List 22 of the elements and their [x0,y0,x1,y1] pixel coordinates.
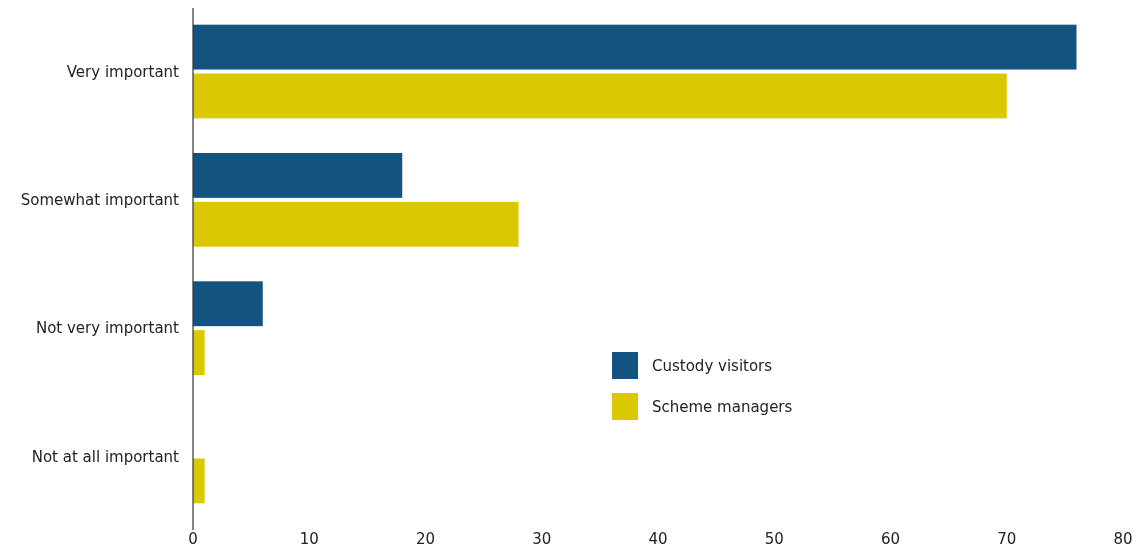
y-tick-label: Very important [66,62,180,81]
bar [193,24,1077,70]
x-tick-label: 60 [880,530,901,548]
x-tick-label: 10 [299,530,319,548]
x-tick-label: 50 [764,530,784,548]
y-tick-label: Somewhat important [20,191,180,210]
x-tick-label: 80 [1113,530,1133,548]
bar [193,330,205,375]
x-tick-label: 40 [648,530,668,548]
x-tick-label: 20 [415,530,436,548]
y-tick-label: Not at all important [31,447,180,466]
legend-label: Scheme managers [652,397,793,416]
x-tick-label: 30 [532,530,552,548]
bar [193,73,1007,119]
bar [193,281,263,327]
x-tick-label: 0 [188,530,198,548]
bar [193,458,205,504]
legend-label: Custody visitors [652,356,773,375]
bar [193,201,519,247]
x-tick-label: 70 [997,530,1017,548]
y-tick-label: Not very important [35,319,180,338]
bar [193,153,403,198]
